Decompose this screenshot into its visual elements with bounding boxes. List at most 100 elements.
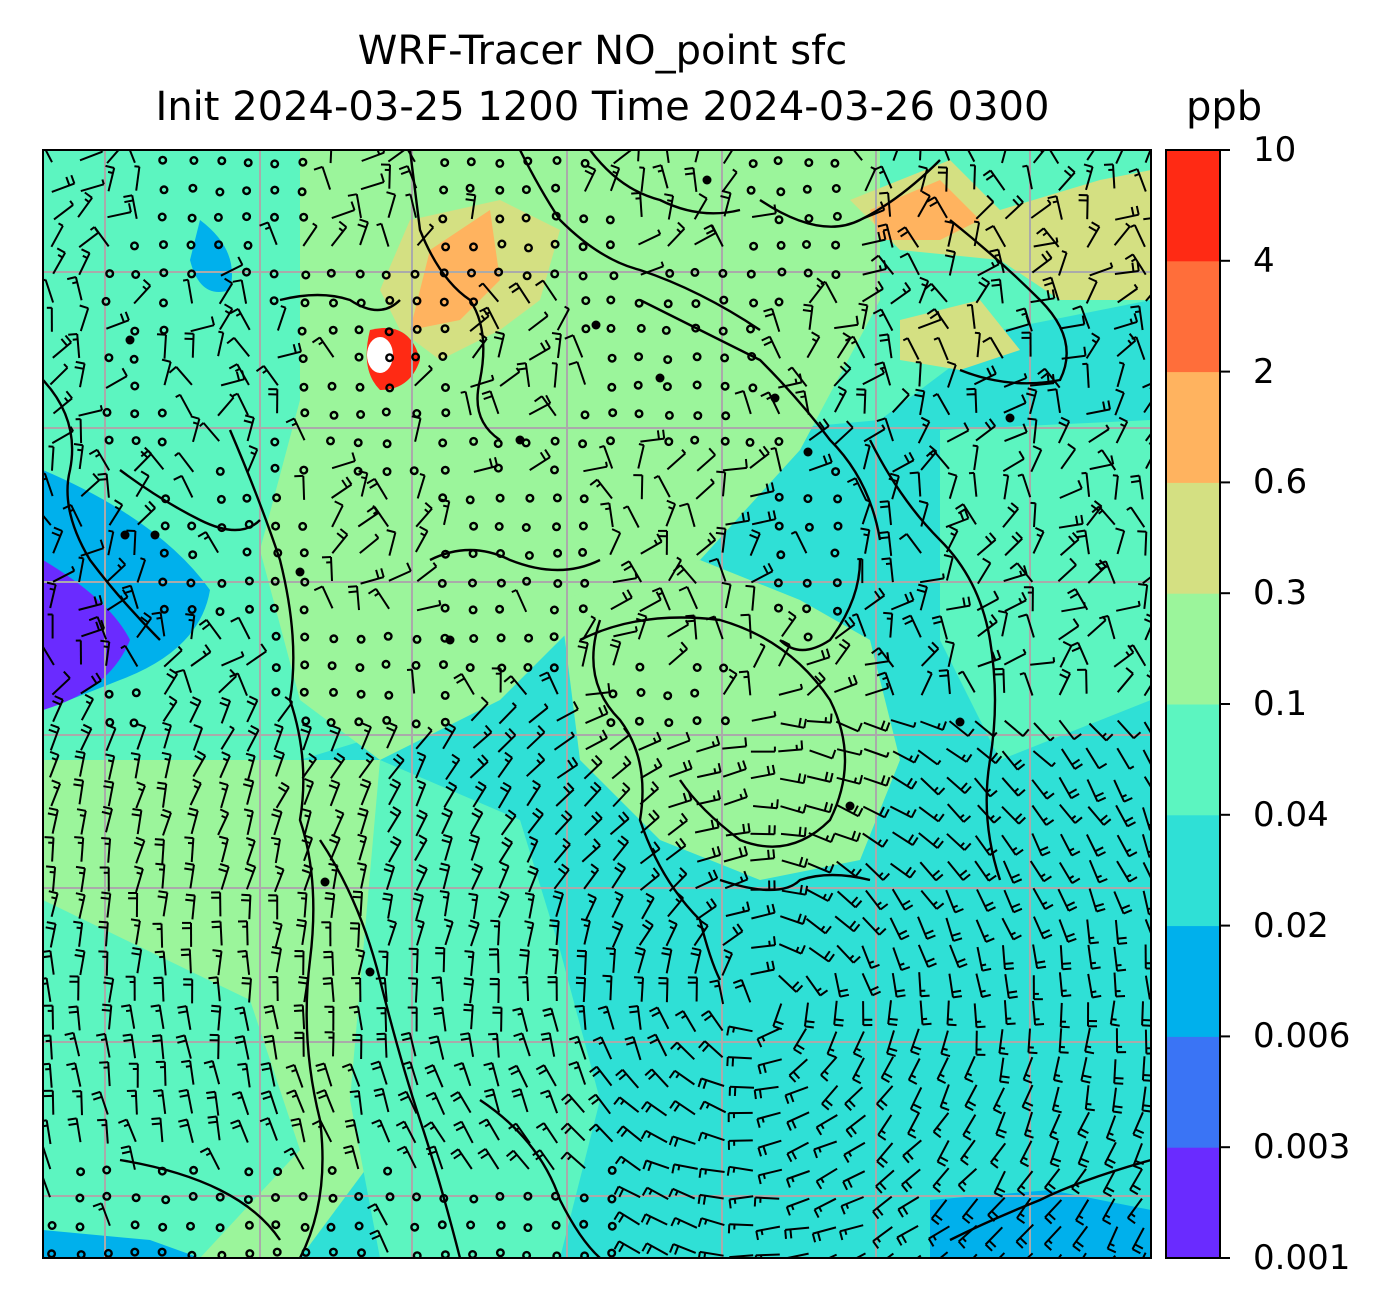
- wind-barb-staff: [217, 1035, 220, 1060]
- wind-barb-flag: [243, 808, 254, 813]
- wind-barb-flag: [1014, 787, 1020, 793]
- wind-barb-flag: [885, 776, 891, 787]
- wind-barb-flag: [66, 276, 77, 281]
- wind-barb-flag: [536, 731, 542, 737]
- wind-barb-flag: [1046, 792, 1055, 800]
- calm-wind-circle: [749, 298, 759, 308]
- wind-barb-flag: [237, 1062, 247, 1066]
- calm-wind-circle: [381, 659, 391, 669]
- wind-barb: [136, 722, 147, 750]
- wind-barb: [892, 750, 920, 764]
- wind-barb-flag: [705, 228, 715, 235]
- wind-barb-staff: [527, 813, 544, 834]
- wind-barb: [890, 775, 918, 790]
- wind-barb: [302, 222, 318, 247]
- wind-barb-staff: [190, 324, 215, 333]
- wind-barb-flag: [853, 777, 857, 783]
- wind-barb-flag: [677, 1165, 681, 1171]
- wind-barb: [329, 724, 342, 752]
- wind-barb-staff: [946, 429, 969, 443]
- wind-barb-staff: [750, 832, 775, 836]
- wind-barb-staff: [961, 671, 976, 693]
- wind-barb-staff: [49, 727, 61, 751]
- wind-barb-flag: [800, 740, 804, 750]
- wind-barb-flag: [926, 196, 936, 203]
- calm-wind-circle: [493, 439, 503, 449]
- wind-barb-staff: [806, 804, 831, 814]
- wind-barb-flag: [1093, 135, 1101, 140]
- wind-barb: [105, 367, 128, 389]
- calm-wind-circle: [271, 521, 281, 531]
- wind-barb: [163, 645, 183, 668]
- wind-barb-flag: [621, 788, 627, 794]
- wind-barb-staff: [359, 810, 369, 835]
- wind-barb: [192, 750, 207, 778]
- wind-barb-flag: [933, 336, 939, 341]
- calm-wind-circle: [440, 603, 450, 613]
- wind-barb-staff: [526, 784, 542, 807]
- wind-barb-flag: [185, 613, 195, 617]
- wind-barb: [612, 782, 631, 808]
- wind-barb: [862, 805, 890, 819]
- wind-barb-flag: [1105, 733, 1114, 742]
- wind-barb: [1067, 588, 1089, 611]
- wind-barb: [948, 720, 975, 737]
- wind-barb-staff: [1058, 171, 1076, 191]
- wind-barb: [834, 420, 854, 445]
- wind-barb: [808, 453, 833, 472]
- wind-barb-flag: [919, 276, 929, 282]
- wind-barb-flag: [140, 616, 149, 624]
- wind-barb-flag: [991, 365, 997, 375]
- wind-barb-flag: [416, 814, 426, 821]
- wind-barb: [107, 529, 115, 556]
- calm-wind-circle: [609, 271, 619, 281]
- calm-wind-circle: [270, 437, 280, 447]
- wind-barb: [51, 526, 64, 554]
- wind-barb-staff: [79, 419, 83, 444]
- calm-wind-circle: [269, 269, 279, 279]
- wind-barb-flag: [418, 809, 428, 816]
- calm-wind-circle: [833, 494, 843, 504]
- wind-barb-staff: [415, 507, 433, 528]
- wind-barb: [481, 390, 500, 415]
- wind-barb: [189, 696, 202, 724]
- wind-barb-staff: [638, 233, 661, 246]
- wind-barb-staff: [96, 449, 111, 471]
- wind-barb: [245, 752, 256, 780]
- wind-barb-flag: [656, 731, 662, 741]
- wind-barb-staff: [696, 771, 721, 779]
- wind-barb: [415, 726, 433, 750]
- wind-barb-flag: [155, 862, 165, 866]
- wind-barb-staff: [529, 456, 551, 471]
- lat-lon-gridlines: [43, 150, 1151, 1258]
- wind-barb-flag: [938, 143, 943, 145]
- wind-barb: [44, 150, 53, 163]
- wind-barb-flag: [101, 891, 111, 895]
- wind-barb-staff: [52, 341, 72, 359]
- wind-barb-flag: [1061, 668, 1071, 675]
- wind-barb-flag: [331, 724, 341, 730]
- wind-barb: [136, 611, 153, 639]
- calm-wind-circle: [634, 352, 644, 362]
- wind-barb: [1144, 150, 1151, 163]
- calm-wind-circle: [831, 240, 841, 250]
- calm-wind-circle: [579, 494, 589, 504]
- wind-barb-flag: [190, 415, 200, 420]
- wind-barb: [161, 358, 172, 386]
- wind-barb: [861, 201, 886, 220]
- wind-barb-flag: [973, 220, 980, 224]
- wind-barb: [1115, 527, 1126, 555]
- wind-barb-staff: [357, 923, 361, 948]
- wind-barb-flag: [560, 813, 569, 822]
- wind-barb-flag: [912, 136, 921, 137]
- wind-barb-staff: [107, 782, 115, 807]
- wind-barb: [1002, 502, 1019, 528]
- calm-wind-circle: [495, 604, 505, 614]
- wind-barb-staff: [237, 308, 251, 331]
- wind-barb-flag: [1022, 423, 1028, 433]
- calm-wind-circle: [159, 604, 169, 614]
- wind-barb-flag: [903, 454, 910, 464]
- wind-barb-staff: [416, 226, 435, 247]
- wind-barb-staff: [596, 478, 613, 500]
- wind-barb: [469, 807, 484, 835]
